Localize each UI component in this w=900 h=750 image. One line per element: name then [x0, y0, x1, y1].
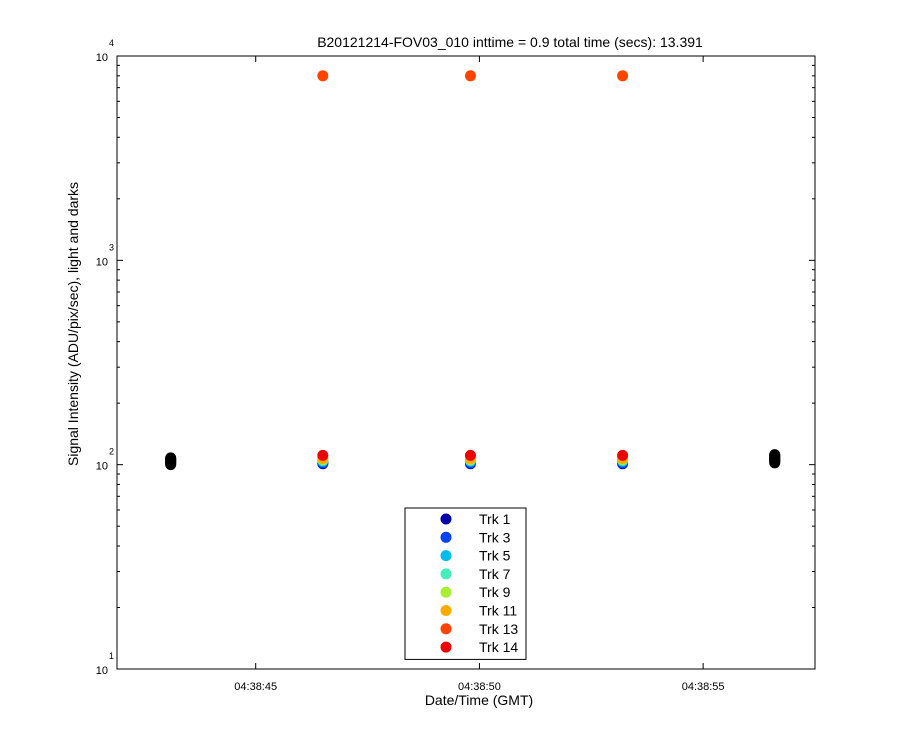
- legend-marker: [440, 531, 452, 543]
- legend-label: Trk 7: [479, 566, 511, 582]
- x-tick-label: 04:38:50: [458, 681, 501, 693]
- legend-label: Trk 1: [479, 511, 511, 527]
- legend-label: Trk 3: [479, 529, 511, 545]
- x-tick-label: 04:38:45: [234, 681, 277, 693]
- point-trk-13: [464, 70, 476, 82]
- y-tick-label: 10: [96, 52, 108, 64]
- y-axis-label: Signal Intensity (ADU/pix/sec), light an…: [65, 182, 81, 466]
- legend-marker: [440, 605, 452, 616]
- legend-label: Trk 9: [479, 584, 511, 600]
- point-trk-14: [464, 449, 476, 461]
- y-tick-exponent: 1: [109, 651, 114, 661]
- legend-marker: [440, 513, 452, 525]
- point-trk-14: [617, 449, 629, 461]
- legend-label: Trk 5: [479, 548, 511, 564]
- legend-label: Trk 14: [479, 639, 518, 655]
- legend-label: Trk 11: [479, 603, 517, 619]
- legend-box: [404, 507, 527, 660]
- legend-marker: [440, 641, 452, 653]
- dark-point: [165, 452, 177, 464]
- y-tick-label: 10: [96, 665, 108, 677]
- y-tick-label: 10: [96, 461, 108, 473]
- legend-marker: [440, 623, 452, 635]
- point-trk-13: [617, 70, 629, 82]
- point-trk-13: [317, 70, 329, 82]
- y-tick-exponent: 4: [109, 38, 114, 48]
- x-axis-label: Date/Time (GMT): [425, 692, 533, 708]
- y-tick-exponent: 2: [109, 447, 114, 457]
- legend-marker: [440, 586, 452, 598]
- dark-point: [769, 449, 781, 461]
- chart-title: B20121214-FOV03_010 inttime = 0.9 total …: [317, 34, 703, 50]
- point-trk-14: [317, 449, 329, 461]
- legend: Trk 1 Trk 3 Trk 5 Trk 7 Trk 9 Trk 11 Trk 13 Trk…: [404, 507, 527, 660]
- y-tick-label: 10: [96, 256, 108, 268]
- y-tick-exponent: 3: [109, 242, 114, 252]
- x-tick-label: 04:38:55: [682, 681, 725, 693]
- legend-label: Trk 13: [479, 621, 518, 637]
- legend-marker: [440, 550, 452, 562]
- legend-marker: [440, 568, 452, 580]
